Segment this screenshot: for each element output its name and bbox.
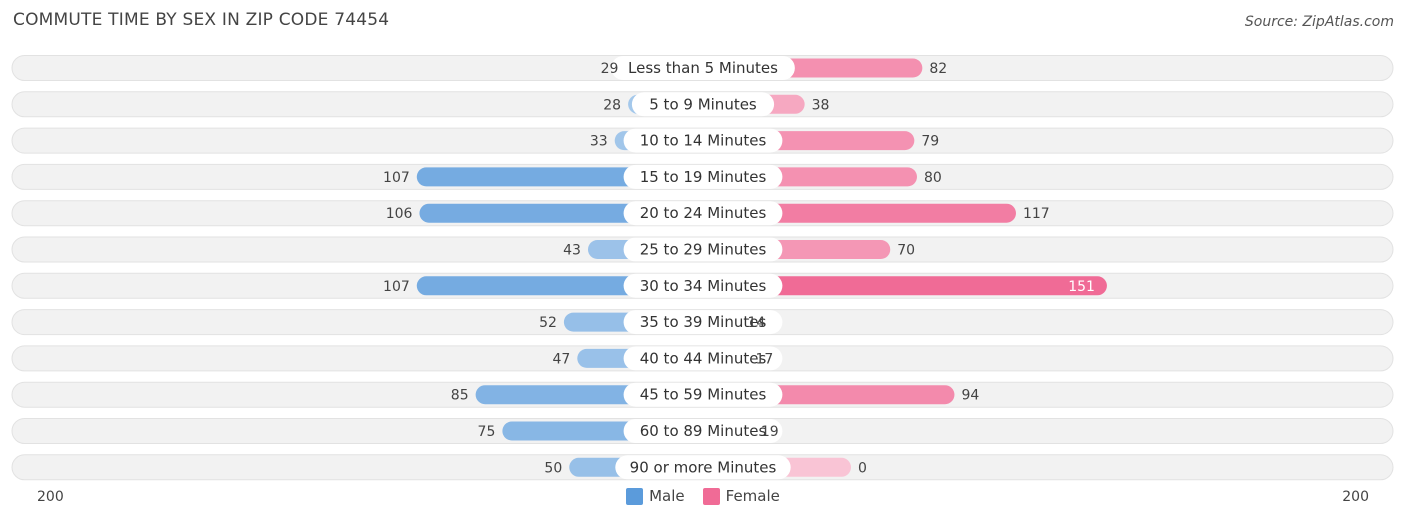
category-label: 40 to 44 Minutes	[640, 349, 767, 367]
value-label-female: 17	[755, 351, 773, 367]
category-pill	[623, 310, 783, 335]
category-label: 15 to 19 Minutes	[640, 168, 767, 186]
chart-source: Source: ZipAtlas.com	[1244, 14, 1394, 30]
category-label: 30 to 34 Minutes	[640, 277, 767, 295]
chart-title: COMMUTE TIME BY SEX IN ZIP CODE 74454	[13, 10, 390, 30]
value-label-female: 19	[761, 424, 779, 440]
legend-label-male: Male	[649, 487, 685, 505]
value-label-female: 14	[747, 315, 765, 331]
value-label-male: 43	[563, 243, 581, 259]
category-label: 10 to 14 Minutes	[640, 132, 767, 150]
category-pill	[623, 273, 783, 298]
legend-item-male[interactable]: Male	[626, 487, 685, 505]
category-label: Less than 5 Minutes	[628, 59, 778, 77]
value-label-female: 0	[858, 460, 867, 476]
value-label-male: 107	[383, 279, 410, 295]
value-label-male: 33	[590, 134, 608, 150]
legend-label-female: Female	[725, 487, 780, 505]
category-label: 20 to 24 Minutes	[640, 204, 767, 222]
value-label-female: 94	[961, 388, 979, 404]
value-label-male: 50	[544, 460, 562, 476]
category-pill	[623, 201, 783, 226]
category-pill	[623, 419, 783, 443]
category-label: 90 or more Minutes	[630, 458, 777, 476]
category-pill	[623, 346, 783, 371]
axis-label-right: 200	[1342, 489, 1369, 505]
value-label-female: 117	[1023, 206, 1050, 222]
category-pill	[623, 382, 783, 407]
legend-swatch-male	[626, 487, 644, 505]
category-label: 45 to 59 Minutes	[640, 386, 767, 404]
category-label: 5 to 9 Minutes	[649, 95, 757, 113]
value-label-male: 47	[552, 351, 570, 367]
category-label: 60 to 89 Minutes	[640, 422, 767, 440]
value-label-male: 52	[539, 315, 557, 331]
value-label-female: 38	[812, 97, 830, 113]
value-label-female: 80	[924, 170, 942, 186]
category-pill	[623, 237, 783, 262]
category-label: 35 to 39 Minutes	[640, 313, 767, 331]
value-label-male: 75	[478, 424, 496, 440]
category-pill	[631, 92, 775, 117]
category-pill	[623, 128, 783, 153]
value-label-female: 79	[921, 134, 939, 150]
category-pill	[615, 455, 791, 480]
legend-swatch-female	[702, 487, 720, 505]
bar-female	[703, 276, 1107, 296]
category-label: 25 to 29 Minutes	[640, 241, 767, 259]
category-pill	[623, 164, 783, 189]
value-label-male: 85	[451, 388, 469, 404]
chart-legend: Male Female	[0, 487, 1406, 505]
legend-item-female[interactable]: Female	[702, 487, 780, 505]
axis-label-left: 200	[37, 489, 64, 505]
value-label-male: 29	[601, 61, 619, 77]
category-pill	[611, 56, 795, 80]
value-label-female: 82	[929, 61, 947, 77]
value-label-female: 151	[1068, 279, 1095, 295]
value-label-female: 70	[897, 243, 915, 259]
value-label-male: 28	[603, 97, 621, 113]
value-label-male: 106	[386, 206, 413, 222]
value-label-male: 107	[383, 170, 410, 186]
